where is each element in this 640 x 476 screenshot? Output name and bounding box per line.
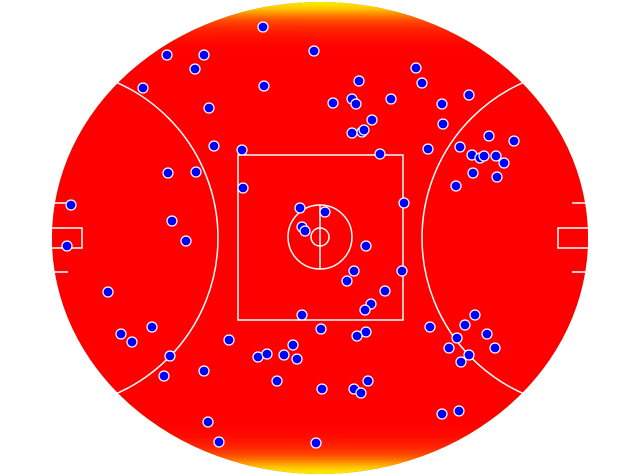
point: [410, 62, 422, 74]
point: [102, 286, 114, 298]
point: [398, 197, 410, 209]
point: [351, 330, 363, 342]
point: [362, 375, 374, 387]
point: [424, 321, 436, 333]
point: [341, 275, 353, 287]
point: [443, 342, 455, 354]
point: [208, 140, 220, 152]
point: [189, 63, 201, 75]
point: [350, 98, 362, 110]
point: [451, 332, 463, 344]
point: [453, 405, 465, 417]
point: [379, 285, 391, 297]
point: [455, 356, 467, 368]
point: [436, 98, 448, 110]
point: [463, 89, 475, 101]
field-lines: [52, 67, 588, 409]
point: [166, 215, 178, 227]
point: [257, 21, 269, 33]
point: [385, 93, 397, 105]
point: [137, 82, 149, 94]
point: [360, 240, 372, 252]
centre-square: [237, 154, 404, 321]
point: [490, 150, 502, 162]
point: [355, 387, 367, 399]
point: [115, 328, 127, 340]
point: [315, 323, 327, 335]
point: [358, 124, 370, 136]
point: [498, 157, 510, 169]
point: [291, 353, 303, 365]
point: [396, 265, 408, 277]
point: [126, 336, 138, 348]
point: [450, 180, 462, 192]
point: [237, 182, 249, 194]
point: [65, 199, 77, 211]
point: [310, 437, 322, 449]
point: [236, 144, 248, 156]
point: [437, 118, 449, 130]
point: [203, 102, 215, 114]
point: [308, 45, 320, 57]
point: [213, 436, 225, 448]
point: [508, 135, 520, 147]
point: [161, 49, 173, 61]
point: [491, 171, 503, 183]
point: [416, 77, 428, 89]
point: [436, 408, 448, 420]
point: [469, 309, 481, 321]
point: [146, 321, 158, 333]
point: [360, 326, 372, 338]
point: [294, 202, 306, 214]
point: [158, 370, 170, 382]
point: [327, 97, 339, 109]
arc-left: [52, 67, 219, 409]
point: [346, 127, 358, 139]
point: [489, 342, 501, 354]
point: [319, 206, 331, 218]
point: [258, 80, 270, 92]
point: [374, 148, 386, 160]
point: [198, 49, 210, 61]
point: [261, 348, 273, 360]
point: [316, 383, 328, 395]
point: [223, 334, 235, 346]
point: [459, 319, 471, 331]
point: [299, 225, 311, 237]
point: [202, 416, 214, 428]
point: [359, 304, 371, 316]
point: [478, 150, 490, 162]
point: [463, 349, 475, 361]
point: [348, 265, 360, 277]
point: [198, 365, 210, 377]
point: [162, 167, 174, 179]
point: [190, 166, 202, 178]
point: [287, 339, 299, 351]
point: [296, 309, 308, 321]
point: [180, 235, 192, 247]
point: [483, 130, 495, 142]
point: [422, 143, 434, 155]
point: [366, 114, 378, 126]
point: [61, 240, 73, 252]
point: [454, 141, 466, 153]
point: [481, 328, 493, 340]
arc-right: [421, 67, 588, 409]
point: [278, 349, 290, 361]
point: [353, 75, 365, 87]
point: [467, 167, 479, 179]
point: [164, 350, 176, 362]
point: [271, 375, 283, 387]
